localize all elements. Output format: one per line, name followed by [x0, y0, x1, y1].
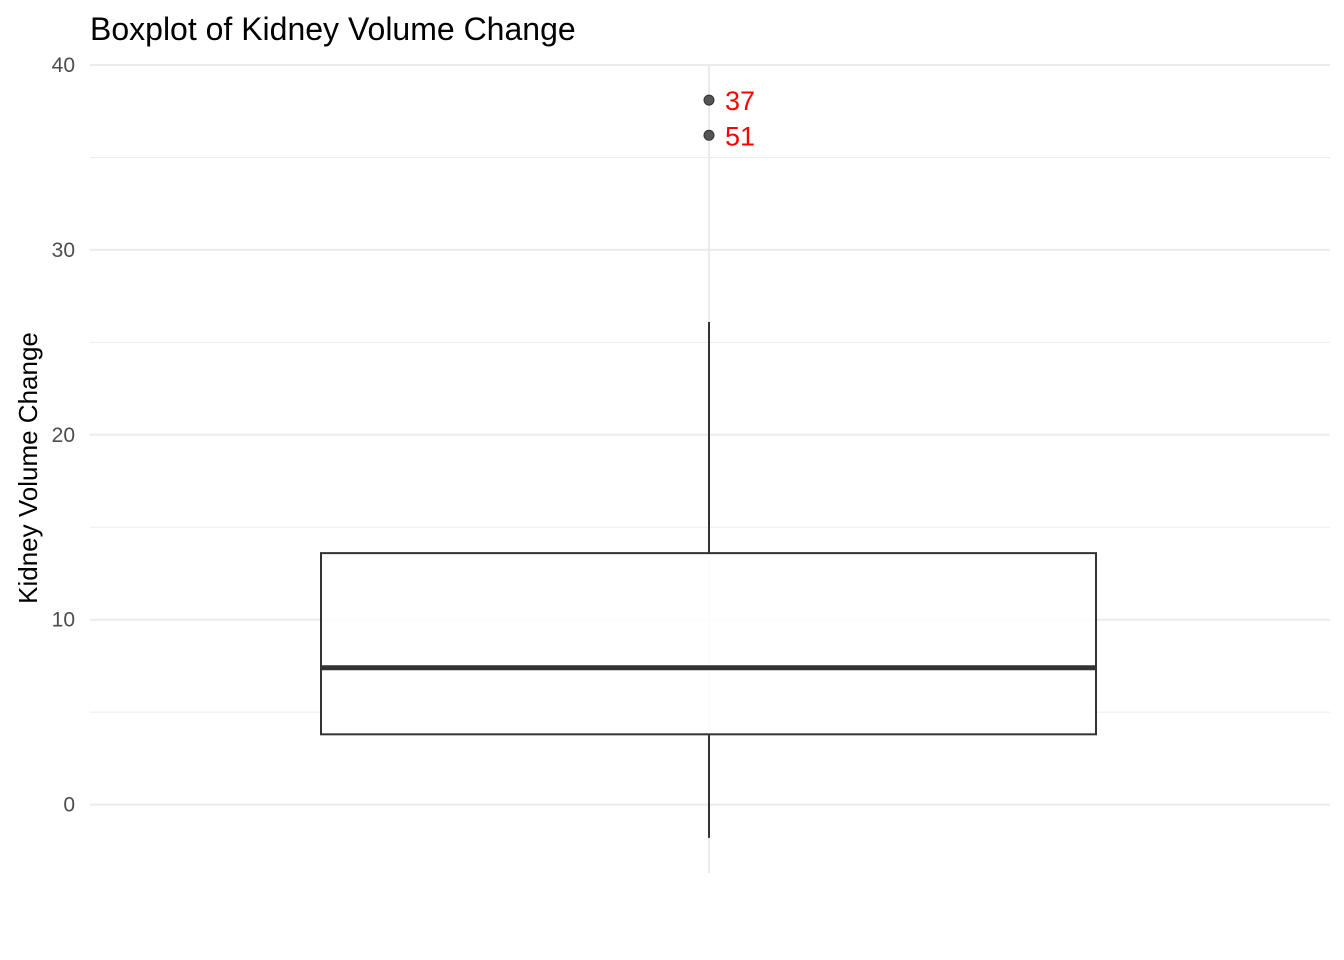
y-tick-label: 40 [52, 54, 75, 77]
y-axis-label: Kidney Volume Change [13, 332, 43, 604]
outlier-label: 37 [725, 86, 755, 116]
y-tick-label: 30 [52, 239, 75, 262]
outlier-point [703, 94, 715, 106]
y-tick-label: 0 [63, 794, 75, 817]
outlier-point [703, 129, 715, 141]
y-tick-label: 20 [52, 424, 75, 447]
outlier-label: 51 [725, 121, 755, 151]
interquartile-box [320, 552, 1097, 736]
y-tick-labels: 0 10 20 30 40 [52, 54, 75, 817]
y-tick-label: 10 [52, 609, 75, 632]
chart-title: Boxplot of Kidney Volume Change [90, 11, 576, 47]
